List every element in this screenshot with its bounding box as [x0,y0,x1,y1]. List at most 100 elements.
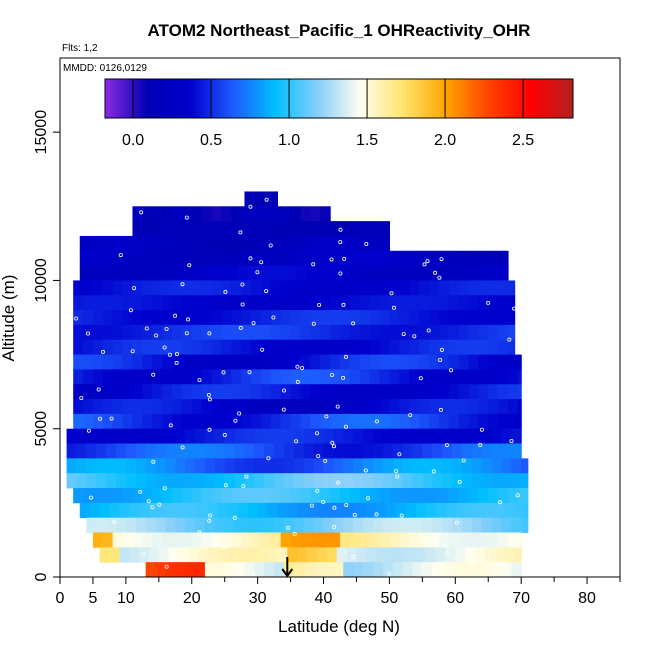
heatmap-cell [320,310,331,326]
heatmap-cell [83,310,94,326]
heatmap-cell [422,473,433,489]
heatmap-cell [86,517,97,533]
observation-point [512,306,517,311]
heatmap-cell [508,339,516,355]
heatmap-cell [241,384,252,400]
heatmap-cell [491,473,503,489]
heatmap-cell [148,235,160,252]
heatmap-cell [201,310,213,326]
heatmap-cell [274,517,285,533]
heatmap-cell [132,354,143,370]
heatmap-cell [257,265,269,281]
heatmap-cell [428,399,440,415]
heatmap-cell [425,250,437,266]
plot-area: 0 5 10 20 30 40 50 60 70 80 0 5000 10000 15000 [33,57,621,607]
latitude-arrow-marker [281,557,294,578]
heatmap-cell [116,428,127,444]
heatmap-cell [270,280,282,296]
observation-point [341,375,346,380]
heatmap-cell [471,443,483,459]
heatmap-cell [389,339,400,355]
heatmap-cell [277,265,288,281]
heatmap-cell [491,458,503,474]
heatmap-cell [122,354,134,370]
observation-point [422,262,427,267]
heatmap-cell [92,384,104,400]
heatmap-cell [386,265,397,281]
heatmap-cell [300,369,311,385]
heatmap-cell [455,250,466,266]
heatmap-cell [498,310,509,326]
heatmap-cell [508,310,516,326]
heatmap-cell [465,265,476,281]
observation-point [479,427,484,432]
observation-point [387,571,392,576]
heatmap-cell [125,428,137,444]
heatmap-cell [438,384,450,400]
heatmap-cell [313,517,325,533]
observation-point [174,352,179,357]
heatmap-cell [158,547,170,563]
observation-point [486,300,491,305]
heatmap-cell [73,339,84,355]
heatmap-cell [501,458,512,474]
heatmap-cell [231,324,242,341]
heatmap-cell [369,532,381,548]
heatmap-cell [340,295,351,311]
heatmap-cell [139,547,150,563]
observation-point [343,354,348,359]
observation-point [223,483,228,488]
heatmap-cell [349,310,361,326]
heatmap-cell [132,280,143,296]
heatmap-cell [409,532,420,548]
heatmap-cell [376,235,387,252]
heatmap-cell [152,206,163,222]
heatmap-cell [356,547,367,563]
heatmap-cell [195,443,206,459]
heatmap-cell [346,547,358,563]
heatmap-cell [237,547,249,563]
heatmap-cell [119,250,130,266]
heatmap-cell [330,384,341,400]
heatmap-cell [274,458,285,474]
observation-point [255,270,260,275]
heatmap-cell [241,310,252,326]
heatmap-cell [313,473,325,489]
heatmap-cell [353,428,364,444]
heatmap-cell [267,235,279,252]
heatmap-cell [208,235,219,252]
heatmap-cell [300,532,311,548]
heatmap-cell [175,443,186,459]
heatmap-cell [231,310,242,326]
observation-point [282,388,287,393]
heatmap-cell [244,428,255,444]
heatmap-cell [201,413,213,430]
heatmap-cell [310,369,321,385]
heatmap-cell [399,399,410,415]
heatmap-cell [300,324,311,341]
heatmap-cell [330,399,341,415]
heatmap-cell [112,310,124,326]
heatmap-cell [458,488,470,504]
heatmap-cell [504,547,516,563]
heatmap-cell [511,458,522,474]
heatmap-cell [369,369,381,385]
heatmap-cell [501,562,512,578]
heatmap-cell [343,473,354,489]
heatmap-cell [254,458,265,474]
heatmap-cell [353,458,364,474]
heatmap-cell [478,369,489,385]
heatmap-cell [73,399,84,415]
heatmap-cell [293,458,305,474]
heatmap-cell [221,532,232,548]
heatmap-cell [188,235,199,252]
heatmap-cell [241,295,252,311]
heatmap-cell [178,250,190,266]
heatmap-cell [468,488,479,504]
heatmap-cell [221,384,232,400]
heatmap-cell [214,562,226,578]
heatmap-cell [498,339,509,355]
heatmap-cell [142,369,153,385]
heatmap-cell [116,473,127,489]
heatmap-cell [96,443,107,459]
